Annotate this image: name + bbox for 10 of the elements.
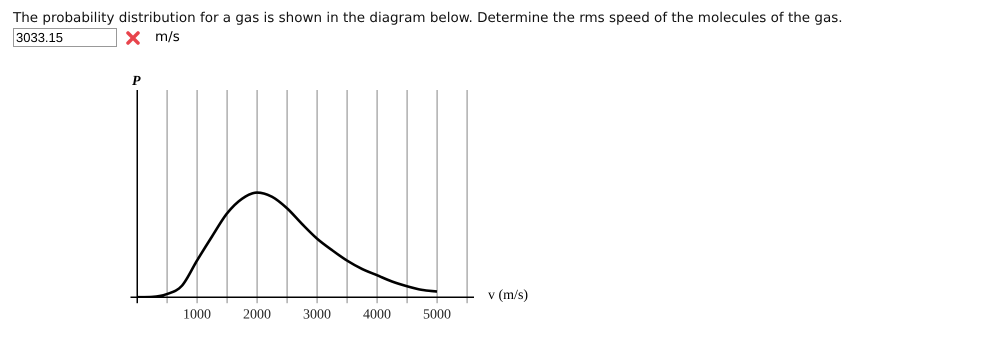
text: 3033.15 — [13, 28, 117, 47]
x-tick-label: 1000 — [183, 307, 211, 322]
x-axis-title: v (m/s) — [488, 288, 528, 304]
x-tick-label: 2000 — [243, 307, 271, 322]
x-tick-label: 4000 — [363, 307, 391, 322]
x-tick-label: 3000 — [303, 307, 331, 322]
chart-title: The probability distribution for a gas is shown in the diagram below. Determine the rms speed of the molecules of the gas. — [13, 10, 843, 26]
text: P — [132, 74, 141, 90]
x-tick-label: 5000 — [423, 307, 451, 322]
text: m/s — [155, 29, 180, 45]
